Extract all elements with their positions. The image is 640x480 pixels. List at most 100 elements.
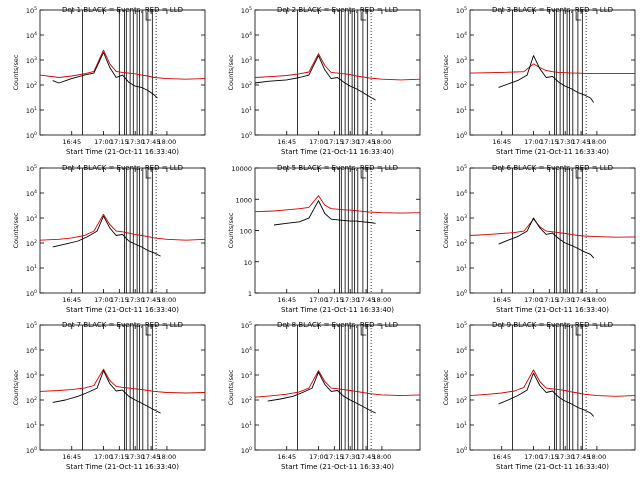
x-tick-label: 17:00	[309, 453, 328, 461]
y-tick-label: 102	[456, 239, 467, 248]
x-tick-label: 17:00	[309, 296, 328, 304]
y-tick-label: 101	[26, 421, 37, 430]
x-tick-label: 18:00	[373, 138, 392, 146]
y-axis-label: Counts/sec	[12, 54, 20, 90]
y-tick-label: 101	[456, 264, 467, 273]
x-tick-label: 17:45	[572, 453, 591, 461]
x-tick-label: 17:30	[126, 453, 145, 461]
y-tick-label: 100	[26, 446, 37, 455]
bracket-marker	[145, 170, 152, 179]
y-tick-label: 104	[456, 189, 467, 198]
y-tick-label: 101	[26, 264, 37, 273]
y-tick-label: 105	[241, 6, 252, 15]
y-tick-label: 1	[248, 290, 252, 298]
plot-frame	[39, 9, 206, 136]
y-tick-label: 102	[26, 81, 37, 90]
y-tick-label: 101	[241, 421, 252, 430]
y-axis-label: Counts/sec	[442, 54, 450, 90]
y-tick-label: 104	[241, 346, 252, 355]
x-tick-label: 16:45	[62, 138, 81, 146]
x-tick-label: 17:45	[142, 453, 161, 461]
series-line-events	[52, 370, 161, 414]
x-axis-label: Start Time (21-Oct-11 16:33:40)	[281, 148, 394, 156]
x-tick-label: 18:00	[158, 138, 177, 146]
x-tick-label: 17:45	[357, 453, 376, 461]
series-line-events	[267, 371, 376, 414]
y-tick-label: 100	[26, 289, 37, 298]
plot-frame	[39, 324, 206, 451]
y-tick-label: 1000	[235, 196, 252, 204]
x-tick-label: 18:00	[373, 296, 392, 304]
x-tick-label: 17:15	[540, 296, 559, 304]
x-tick-label: 17:30	[341, 296, 360, 304]
series-line-lld	[39, 368, 206, 394]
y-tick-label: 100	[26, 131, 37, 140]
y-tick-label: 103	[456, 214, 467, 223]
x-tick-label: 18:00	[588, 453, 607, 461]
x-tick-label: 17:15	[110, 453, 129, 461]
x-tick-label: 18:00	[588, 138, 607, 146]
x-axis-label: Start Time (21-Oct-11 16:33:40)	[496, 306, 609, 314]
x-tick-label: 17:00	[524, 138, 543, 146]
y-tick-label: 101	[26, 106, 37, 115]
y-axis-label: Counts/sec	[227, 54, 235, 90]
x-tick-label: 16:45	[492, 453, 511, 461]
y-tick-label: 101	[456, 421, 467, 430]
series-line-events	[254, 55, 376, 101]
panel-det-8: 100 101 102 103 104 105 16:45 17:0017:1517:3017…	[227, 321, 421, 471]
y-tick-label: 103	[26, 214, 37, 223]
x-tick-label: 17:30	[126, 296, 145, 304]
x-tick-label: 17:45	[357, 138, 376, 146]
series-line-events	[52, 215, 161, 257]
y-tick-label: 104	[456, 31, 467, 40]
bracket-marker	[575, 327, 582, 336]
y-tick-label: 105	[241, 321, 252, 330]
panel-det-3: 100 101 102 103 104 105 16:45 17:0017:1517:3017…	[442, 6, 636, 156]
panel-det-7: 100 101 102 103 104 105 16:45 17:0017:1517:3017…	[12, 321, 206, 471]
y-tick-label: 102	[241, 81, 252, 90]
x-tick-label: 17:45	[572, 296, 591, 304]
y-tick-label: 103	[456, 56, 467, 65]
series-line-events	[498, 372, 595, 417]
y-axis-label: Counts/sec	[442, 369, 450, 405]
y-tick-label: 105	[26, 6, 37, 15]
y-tick-label: 102	[456, 81, 467, 90]
y-tick-label: 105	[26, 321, 37, 330]
x-tick-label: 17:45	[357, 296, 376, 304]
y-tick-label: 103	[26, 56, 37, 65]
y-tick-label: 104	[26, 189, 37, 198]
x-tick-label: 17:00	[94, 138, 113, 146]
plot-frame	[469, 324, 636, 451]
x-tick-label: 18:00	[373, 453, 392, 461]
series-line-events	[498, 55, 595, 103]
y-tick-label: 101	[456, 106, 467, 115]
y-tick-label: 100	[456, 446, 467, 455]
x-axis-label: Start Time (21-Oct-11 16:33:40)	[496, 463, 609, 471]
panel-title: Det 6 BLACK = Events, RED = LLD	[492, 164, 613, 172]
x-tick-label: 17:45	[142, 138, 161, 146]
x-axis-label: Start Time (21-Oct-11 16:33:40)	[66, 148, 179, 156]
x-tick-label: 17:00	[94, 296, 113, 304]
y-axis-label: Counts/sec	[442, 212, 450, 248]
x-tick-label: 17:15	[110, 138, 129, 146]
x-tick-label: 17:45	[572, 138, 591, 146]
panel-title: Det 2 BLACK = Events, RED = LLD	[277, 6, 398, 14]
x-tick-label: 17:15	[325, 453, 344, 461]
x-tick-label: 16:45	[277, 453, 296, 461]
plot-frame	[254, 324, 421, 451]
y-tick-label: 100	[456, 131, 467, 140]
y-tick-label: 105	[456, 6, 467, 15]
x-axis-label: Start Time (21-Oct-11 16:33:40)	[281, 463, 394, 471]
y-tick-label: 100	[456, 289, 467, 298]
y-tick-label: 103	[26, 371, 37, 380]
plot-frame	[469, 9, 636, 136]
bracket-marker	[145, 12, 152, 21]
bracket-marker	[360, 12, 367, 21]
y-tick-label: 105	[456, 164, 467, 173]
x-tick-label: 17:15	[540, 138, 559, 146]
x-tick-label: 17:15	[110, 296, 129, 304]
panel-title: Det 5 BLACK = Events, RED = LLD	[277, 164, 398, 172]
series-line-lld	[254, 195, 421, 214]
panel-title: Det 3 BLACK = Events, RED = LLD	[492, 6, 613, 14]
